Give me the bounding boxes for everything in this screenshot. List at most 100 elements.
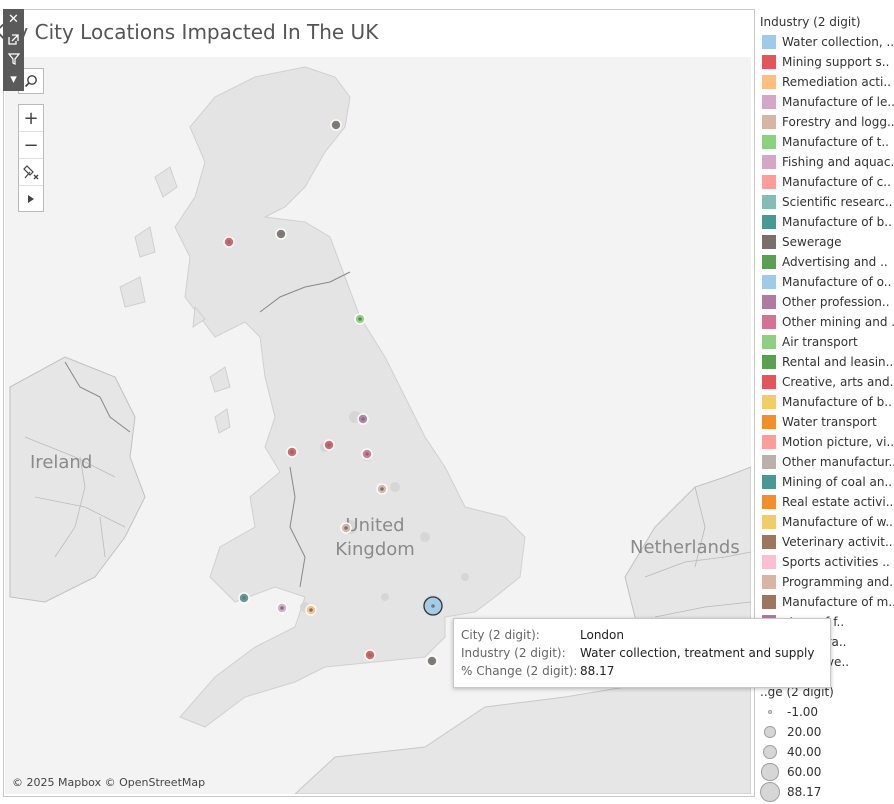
city-mark-bristol[interactable] bbox=[276, 602, 288, 614]
legend-swatch bbox=[762, 95, 776, 109]
city-mark-glasgow[interactable] bbox=[223, 236, 235, 248]
legend-swatch bbox=[762, 175, 776, 189]
legend-item[interactable]: Other profession.. bbox=[757, 292, 894, 312]
legend-item[interactable]: Manufacture of m.. bbox=[757, 592, 894, 612]
size-legend-title: ..ge (2 digit) bbox=[760, 685, 834, 699]
label-netherlands: Netherlands bbox=[630, 537, 740, 558]
legend-item[interactable]: Water collection, .. bbox=[757, 32, 894, 52]
caret-down-icon[interactable]: ▾ bbox=[10, 71, 17, 87]
map-view[interactable]: Ireland United Kingdom Netherlands © 202… bbox=[5, 57, 751, 794]
city-mark-liverpool[interactable] bbox=[286, 446, 298, 458]
legend-label: Real estate activi.. bbox=[782, 495, 894, 509]
legend-item[interactable]: Sports activities .. bbox=[757, 552, 894, 572]
zoom-in-button[interactable]: + bbox=[19, 105, 43, 132]
legend-label: Manufacture of le.. bbox=[782, 95, 894, 109]
legend-item[interactable]: Real estate activi.. bbox=[757, 492, 894, 512]
legend-item[interactable]: Mining of coal an.. bbox=[757, 472, 894, 492]
legend-item[interactable]: Air transport bbox=[757, 332, 894, 352]
legend-item[interactable]: Water transport bbox=[757, 412, 894, 432]
size-legend-label: 60.00 bbox=[787, 765, 822, 779]
size-legend-label: -1.00 bbox=[787, 705, 819, 719]
legend-label: Mining of coal an.. bbox=[782, 475, 893, 489]
size-legend-item[interactable]: 20.00 bbox=[757, 722, 894, 742]
city-mark-birmingham[interactable] bbox=[340, 522, 352, 534]
city-marks-layer[interactable] bbox=[5, 57, 751, 794]
legend-item[interactable]: Manufacture of w.. bbox=[757, 512, 894, 532]
legend-label: Fishing and aquac.. bbox=[782, 155, 894, 169]
legend-item[interactable]: Other manufactur.. bbox=[757, 452, 894, 472]
viz-toolbar: ✕ ▾ bbox=[3, 9, 24, 91]
expand-toolbar-button[interactable] bbox=[19, 186, 43, 212]
legend-item[interactable]: Rental and leasin.. bbox=[757, 352, 894, 372]
legend-label: Manufacture of o.. bbox=[782, 275, 892, 289]
size-legend-item[interactable]: 88.17 bbox=[757, 782, 894, 802]
pin-map-button[interactable] bbox=[19, 159, 43, 186]
tooltip-row-change: % Change (2 digit): 88.17 bbox=[461, 662, 614, 680]
legend-swatch bbox=[762, 375, 776, 389]
label-uk-line2: Kingdom bbox=[335, 539, 415, 560]
legend-item[interactable]: Manufacture of o.. bbox=[757, 272, 894, 292]
size-legend-label: 88.17 bbox=[787, 785, 822, 799]
city-mark-manchester[interactable] bbox=[323, 439, 335, 451]
legend-swatch bbox=[762, 155, 776, 169]
tooltip-row-city: City (2 digit): London bbox=[461, 626, 624, 644]
legend-item[interactable]: Manufacture of le.. bbox=[757, 92, 894, 112]
low-countries-lines bbox=[644, 486, 751, 618]
city-mark-leeds[interactable] bbox=[357, 413, 369, 425]
legend-item[interactable]: Sewerage bbox=[757, 232, 894, 252]
legend-label: Other mining and .. bbox=[782, 315, 894, 329]
isle-of-man bbox=[214, 408, 231, 434]
city-mark-newcastle[interactable] bbox=[354, 313, 366, 325]
legend-item[interactable]: Manufacture of t.. bbox=[757, 132, 894, 152]
legend-swatch bbox=[762, 55, 776, 69]
city-mark-cardiff[interactable] bbox=[238, 592, 250, 604]
city-mark-nottingham[interactable] bbox=[376, 483, 388, 495]
legend-item[interactable]: Mining support s.. bbox=[757, 52, 894, 72]
city-mark-sheffield[interactable] bbox=[361, 448, 373, 460]
city-mark-southampton[interactable] bbox=[364, 649, 376, 661]
legend-label: Motion picture, vi.. bbox=[782, 435, 894, 449]
legend-swatch bbox=[762, 115, 776, 129]
legend-label: Water collection, .. bbox=[782, 35, 894, 49]
legend-label: Remediation acti.. bbox=[782, 75, 891, 89]
city-mark-bath[interactable] bbox=[305, 604, 317, 616]
legend-item[interactable]: Creative, arts and.. bbox=[757, 372, 894, 392]
city-mark-brighton[interactable] bbox=[426, 655, 438, 667]
popout-icon[interactable] bbox=[3, 29, 24, 49]
map-basemap bbox=[9, 66, 751, 794]
legend-item[interactable]: Advertising and .. bbox=[757, 252, 894, 272]
legend-swatch bbox=[762, 595, 776, 609]
zoom-out-button[interactable]: − bbox=[19, 132, 43, 159]
county-lines bbox=[24, 436, 126, 558]
city-mark-aberdeen[interactable] bbox=[330, 119, 342, 131]
filter-icon[interactable] bbox=[3, 49, 24, 69]
legend-label: Water transport bbox=[782, 415, 877, 429]
size-legend-item[interactable]: 40.00 bbox=[757, 742, 894, 762]
size-legend-item[interactable]: -1.00 bbox=[757, 702, 894, 722]
legend-label: Sports activities .. bbox=[782, 555, 890, 569]
legend-swatch bbox=[762, 455, 776, 469]
legend-item[interactable]: Remediation acti.. bbox=[757, 72, 894, 92]
size-legend-circle bbox=[760, 782, 780, 802]
legend-item[interactable]: Fishing and aquac.. bbox=[757, 152, 894, 172]
legend-item[interactable]: Motion picture, vi.. bbox=[757, 432, 894, 452]
legend-item[interactable]: Veterinary activit.. bbox=[757, 532, 894, 552]
legend-item[interactable]: Forestry and logg.. bbox=[757, 112, 894, 132]
legend-swatch bbox=[762, 295, 776, 309]
legend-item[interactable]: Manufacture of c.. bbox=[757, 172, 894, 192]
legend-label: Manufacture of c.. bbox=[782, 175, 891, 189]
map-attribution[interactable]: © 2025 Mapbox © OpenStreetMap bbox=[12, 776, 206, 789]
size-legend-label: 20.00 bbox=[787, 725, 822, 739]
legend-item[interactable]: Other mining and .. bbox=[757, 312, 894, 332]
legend-item[interactable]: Scientific researc.. bbox=[757, 192, 894, 212]
legend-item[interactable]: Manufacture of b.. bbox=[757, 392, 894, 412]
city-mark-edinburgh[interactable] bbox=[275, 228, 287, 240]
legend-item[interactable]: Manufacture of b.. bbox=[757, 212, 894, 232]
city-mark-london[interactable] bbox=[423, 596, 443, 616]
legend-label: Veterinary activit.. bbox=[782, 535, 893, 549]
close-icon[interactable]: ✕ bbox=[8, 11, 19, 27]
legend-label: Manufacture of w.. bbox=[782, 515, 893, 529]
map-zoom-controls: + − bbox=[18, 104, 44, 212]
legend-item[interactable]: Programming and.. bbox=[757, 572, 894, 592]
size-legend-item[interactable]: 60.00 bbox=[757, 762, 894, 782]
